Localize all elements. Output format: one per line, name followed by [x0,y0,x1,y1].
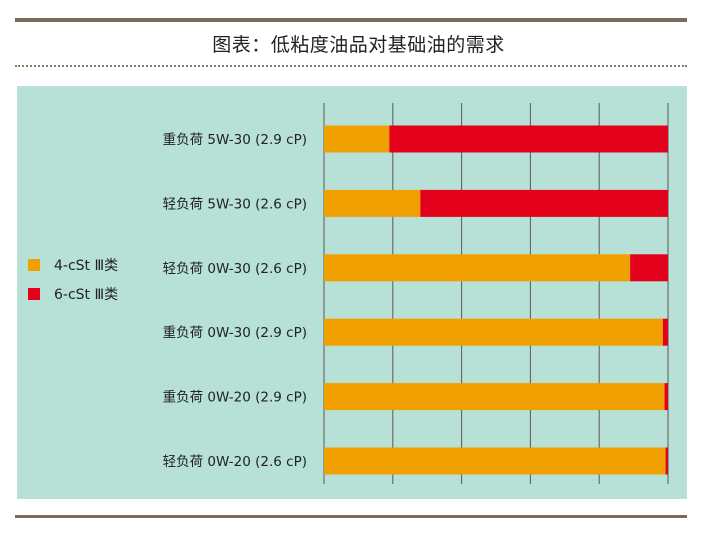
top-rule [15,18,687,22]
bar-6cst-row-2 [630,254,668,282]
category-label-2: 轻负荷 0W-30 (2.6 cP) [163,261,307,277]
category-label-0: 重负荷 5W-30 (2.9 cP) [163,132,307,148]
bar-4cst-row-5 [324,447,666,475]
legend: 4-cSt Ⅲ类 6-cSt Ⅲ类 [28,250,118,308]
legend-label-6cst: 6-cSt Ⅲ类 [54,286,119,303]
bar-4cst-row-4 [324,383,665,411]
chart-panel [17,86,687,499]
bar-4cst-row-0 [324,125,390,153]
bar-6cst-row-3 [662,318,668,346]
category-label-4: 重负荷 0W-20 (2.9 cP) [163,390,307,406]
legend-swatch-6cst [28,287,40,300]
legend-swatch-4cst [28,258,40,271]
dotted-divider [15,65,687,67]
bottom-rule [15,515,687,518]
category-label-1: 轻负荷 5W-30 (2.6 cP) [163,196,307,212]
bar-6cst-row-5 [665,447,668,475]
bar-4cst-row-3 [324,318,663,346]
category-label-5: 轻负荷 0W-20 (2.6 cP) [163,454,307,470]
legend-label-4cst: 4-cSt Ⅲ类 [54,257,119,274]
chart-title: 图表：低粘度油品对基础油的需求 [212,34,505,56]
bar-6cst-row-4 [664,383,668,411]
category-label-3: 重负荷 0W-30 (2.9 cP) [163,325,307,341]
bar-4cst-row-2 [324,254,631,282]
bar-4cst-row-1 [324,189,421,217]
bar-6cst-row-1 [420,189,668,217]
legend-item-6cst: 6-cSt Ⅲ类 [28,279,118,308]
legend-item-4cst: 4-cSt Ⅲ类 [28,250,118,279]
bar-6cst-row-0 [389,125,668,153]
